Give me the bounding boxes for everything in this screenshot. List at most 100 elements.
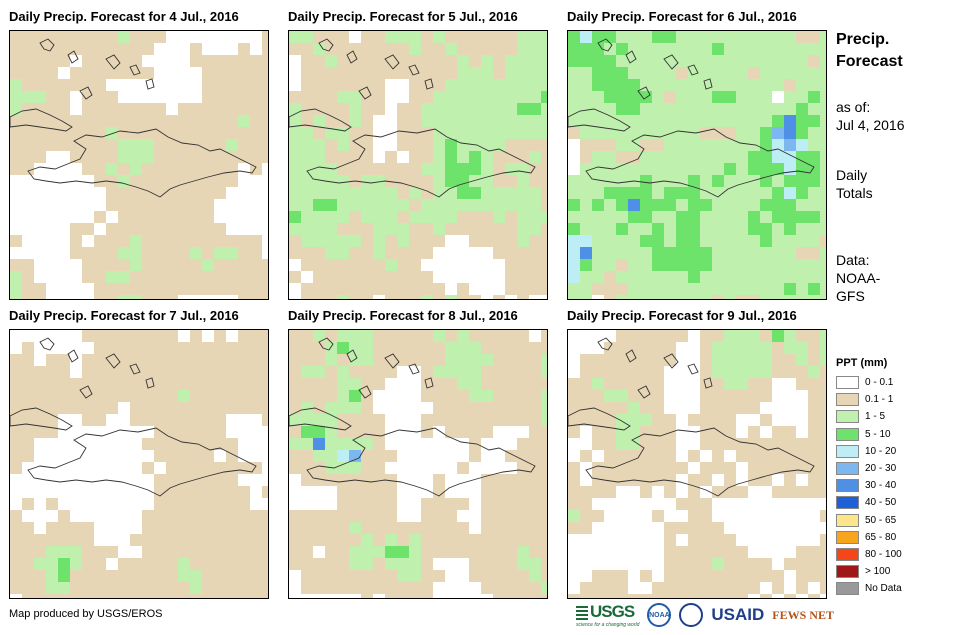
precip-cell	[361, 139, 373, 151]
precip-cell	[289, 330, 301, 342]
precip-cell	[178, 510, 190, 522]
precip-cell	[70, 31, 82, 43]
precip-cell	[10, 103, 22, 115]
precip-cell	[784, 127, 796, 139]
precip-cell	[736, 390, 748, 402]
precip-cell	[166, 558, 178, 570]
precip-cell	[604, 259, 616, 271]
precip-grid	[289, 31, 547, 299]
precip-cell	[154, 115, 166, 127]
precip-cell	[58, 79, 70, 91]
precip-cell	[820, 450, 826, 462]
precip-cell	[772, 486, 784, 498]
legend-swatch	[836, 393, 859, 407]
precip-cell	[58, 522, 70, 534]
precip-cell	[529, 534, 541, 546]
precip-cell	[712, 175, 724, 187]
precip-cell	[226, 91, 238, 103]
precip-cell	[568, 462, 580, 474]
precip-cell	[676, 522, 688, 534]
precip-cell	[748, 582, 760, 594]
precip-cell	[325, 450, 337, 462]
precip-cell	[688, 534, 700, 546]
precip-cell	[361, 211, 373, 223]
precip-cell	[481, 582, 493, 594]
precip-cell	[154, 570, 166, 582]
legend-label: 0 - 0.1	[865, 377, 894, 389]
precip-cell	[712, 91, 724, 103]
precip-cell	[178, 570, 190, 582]
precip-cell	[373, 235, 385, 247]
precip-cell	[640, 486, 652, 498]
precip-cell	[349, 522, 361, 534]
precip-cell	[457, 522, 469, 534]
precip-cell	[373, 223, 385, 235]
precip-cell	[628, 31, 640, 43]
precip-cell	[664, 546, 676, 558]
precip-cell	[688, 271, 700, 283]
precip-cell	[784, 366, 796, 378]
precip-cell	[250, 510, 262, 522]
precip-cell	[34, 414, 46, 426]
precip-cell	[421, 199, 433, 211]
precip-cell	[580, 163, 592, 175]
precip-cell	[628, 127, 640, 139]
precip-cell	[772, 271, 784, 283]
precip-cell	[445, 402, 457, 414]
precip-cell	[688, 295, 700, 299]
precip-cell	[457, 223, 469, 235]
precip-cell	[445, 510, 457, 522]
precip-cell	[469, 558, 481, 570]
precip-cell	[688, 187, 700, 199]
precip-cell	[409, 271, 421, 283]
precip-cell	[517, 283, 529, 295]
precip-cell	[361, 295, 373, 299]
precip-cell	[238, 462, 250, 474]
precip-cell	[592, 247, 604, 259]
precip-cell	[568, 31, 580, 43]
precip-cell	[796, 163, 808, 175]
precip-cell	[373, 450, 385, 462]
precip-cell	[202, 510, 214, 522]
precip-cell	[262, 534, 268, 546]
precip-cell	[517, 31, 529, 43]
precip-cell	[214, 558, 226, 570]
precip-cell	[82, 223, 94, 235]
precip-cell	[10, 43, 22, 55]
precip-cell	[820, 199, 826, 211]
precip-cell	[106, 582, 118, 594]
precip-cell	[529, 175, 541, 187]
legend-item: 1 - 5	[836, 408, 956, 425]
precip-cell	[154, 271, 166, 283]
island-outline	[129, 64, 141, 76]
precip-cell	[568, 295, 580, 299]
precip-cell	[349, 558, 361, 570]
precip-cell	[10, 414, 22, 426]
precip-cell	[529, 103, 541, 115]
precip-map	[288, 329, 548, 599]
precip-cell	[214, 223, 226, 235]
precip-cell	[142, 43, 154, 55]
precip-cell	[457, 462, 469, 474]
precip-cell	[337, 522, 349, 534]
map-canvas	[10, 330, 268, 598]
precip-cell	[736, 366, 748, 378]
precip-cell	[22, 55, 34, 67]
precip-cell	[592, 271, 604, 283]
precip-cell	[373, 175, 385, 187]
precip-cell	[760, 223, 772, 235]
precip-cell	[640, 283, 652, 295]
precip-cell	[712, 235, 724, 247]
precip-cell	[664, 163, 676, 175]
precip-cell	[541, 199, 547, 211]
precip-cell	[289, 438, 301, 450]
precip-cell	[592, 390, 604, 402]
precip-cell	[250, 295, 262, 299]
precip-cell	[214, 79, 226, 91]
precip-cell	[10, 582, 22, 594]
precip-cell	[349, 342, 361, 354]
precip-cell	[118, 259, 130, 271]
precip-cell	[373, 247, 385, 259]
precip-cell	[700, 474, 712, 486]
precip-cell	[652, 247, 664, 259]
